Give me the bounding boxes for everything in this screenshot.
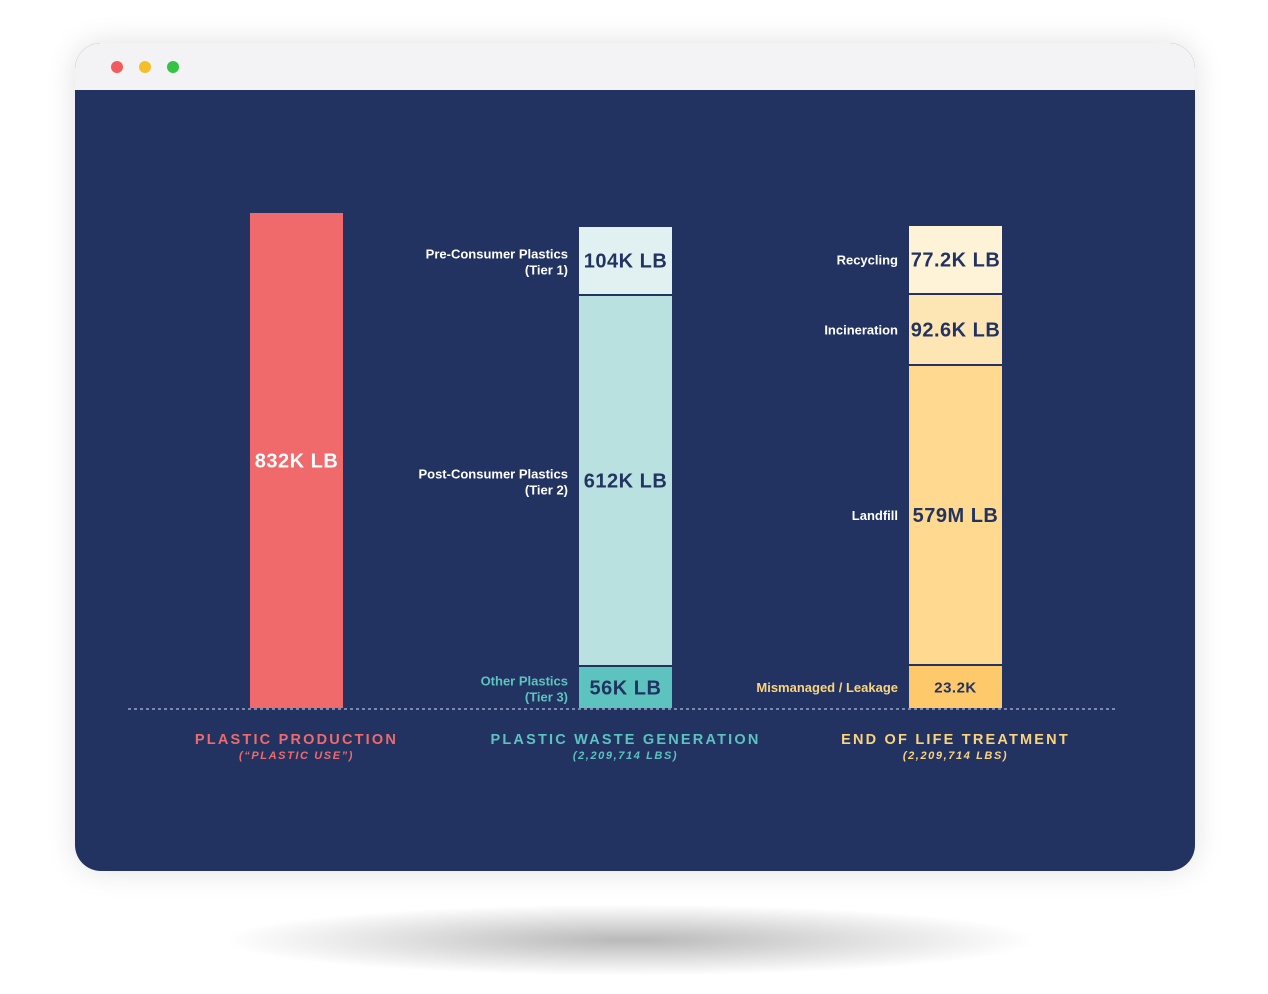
group-title: END OF LIFE TREATMENT: [841, 732, 1070, 748]
bar-value-label: 579M LB: [913, 505, 999, 527]
group-subtitle: (2,209,714 LBS): [903, 750, 1008, 762]
group-subtitle: (“PLASTIC USE”): [239, 750, 354, 762]
close-window-button[interactable]: [111, 61, 123, 73]
bar-value-label: 612K LB: [584, 471, 668, 493]
group-title: PLASTIC PRODUCTION: [195, 732, 398, 748]
bar-value-label: 23.2K: [934, 679, 977, 696]
bar-value-label: 104K LB: [584, 251, 668, 273]
segment-label: Other Plastics: [481, 674, 568, 689]
browser-window: 832K LB PLASTIC PRODUCTION (“PLASTIC USE”)…: [75, 43, 1195, 871]
bar-value-label: 92.6K LB: [911, 320, 1001, 342]
segment-label: Pre-Consumer Plastics: [426, 247, 568, 262]
bar-segment: [250, 213, 343, 708]
minimize-window-button[interactable]: [139, 61, 151, 73]
window-floor-shadow: [230, 905, 1030, 975]
bar-segment: [579, 667, 672, 708]
group-subtitle: (2,209,714 LBS): [573, 750, 678, 762]
bar-value-label: 77.2K LB: [911, 250, 1001, 272]
segment-label: Incineration: [824, 323, 898, 338]
chart-area: 832K LB PLASTIC PRODUCTION (“PLASTIC USE”)…: [75, 90, 1195, 871]
bar-segment: [909, 366, 1002, 664]
segment-label: Landfill: [852, 508, 898, 523]
stacked-bar-chart: 832K LB PLASTIC PRODUCTION (“PLASTIC USE”)…: [128, 213, 1118, 762]
group-title: PLASTIC WASTE GENERATION: [490, 732, 760, 748]
bar-segment: [909, 295, 1002, 364]
bar-segment: [909, 226, 1002, 293]
segment-label-line2: (Tier 2): [525, 483, 568, 498]
bar-value-label: 56K LB: [590, 678, 662, 700]
segment-label-line2: (Tier 1): [525, 263, 568, 278]
segment-label: Recycling: [837, 253, 898, 268]
bar-segment: [579, 227, 672, 294]
segment-label-line2: (Tier 3): [525, 690, 568, 705]
bar-segment: [909, 666, 1002, 708]
bar-value-label: 832K LB: [255, 451, 339, 473]
segment-label: Mismanaged / Leakage: [756, 680, 898, 695]
segment-label: Post-Consumer Plastics: [418, 467, 568, 482]
window-titlebar: [75, 43, 1195, 90]
maximize-window-button[interactable]: [167, 61, 179, 73]
bar-segment: [579, 296, 672, 665]
